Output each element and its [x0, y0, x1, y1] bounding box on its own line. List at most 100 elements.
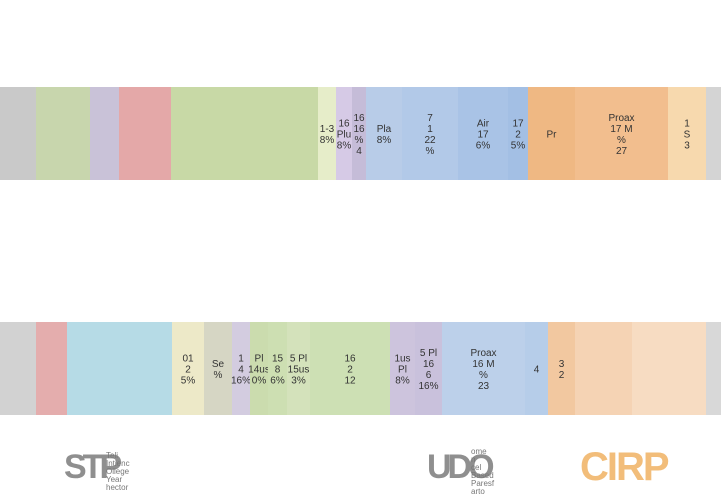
- segment-label: 6: [426, 370, 432, 381]
- segment-label: %: [617, 135, 626, 146]
- segment-label: 2: [559, 370, 565, 381]
- bar-segment: [668, 87, 706, 180]
- bar-segment: [575, 322, 632, 415]
- logo-left-text-line: Ollege: [106, 467, 130, 476]
- segment-label: 17 M: [610, 124, 632, 135]
- logo-middle: UDO ome n cel Based Paresf arto: [425, 440, 515, 500]
- segment-label: %: [479, 370, 488, 381]
- bar-segment: [250, 322, 268, 415]
- segment-label: 5%: [181, 376, 196, 387]
- segment-label: 3%: [291, 376, 306, 387]
- bar-row-1: 1-38%16Plu8%1616%4Pla8%7122%Air176%1725%…: [0, 87, 721, 180]
- bar-segment: [528, 87, 575, 180]
- bar-segment: [458, 87, 508, 180]
- segment-label: %: [426, 146, 435, 157]
- segment-label: 4: [534, 365, 540, 376]
- bar-segment: [415, 322, 442, 415]
- segment-label: Pl: [398, 365, 407, 376]
- segment-label: 16: [338, 119, 350, 130]
- bar-segment: [287, 322, 310, 415]
- segment-label: 15us: [288, 365, 310, 376]
- segment-label: 5 Pl: [420, 348, 437, 359]
- bar-segment: [706, 87, 721, 180]
- segment-label: 8%: [320, 135, 335, 146]
- segment-label: %: [355, 135, 364, 146]
- segment-label: 14us: [248, 365, 270, 376]
- segment-label: 27: [616, 146, 628, 157]
- bar-segment: [204, 322, 232, 415]
- segment-label: 01: [182, 354, 194, 365]
- segment-label: Plu: [337, 130, 351, 141]
- segment-label: 3: [684, 141, 690, 152]
- logo-left-text-line: Intienc: [106, 459, 130, 468]
- bar-segment: [90, 87, 119, 180]
- segment-label: 23: [478, 381, 490, 392]
- segment-label: 8%: [395, 376, 410, 387]
- logo-left: STP Teli Intienc Ollege Year hector: [60, 440, 150, 500]
- bar-segment: [36, 322, 67, 415]
- segment-label: 17: [512, 119, 524, 130]
- bar-segment: [172, 322, 204, 415]
- segment-label: 16%: [418, 381, 438, 392]
- segment-label: Pla: [377, 124, 392, 135]
- bar-segment: [0, 87, 36, 180]
- logo-left-mark: STP: [64, 448, 122, 486]
- segment-label: 0%: [252, 376, 267, 387]
- segment-label: 6%: [270, 376, 285, 387]
- segment-label: 12: [344, 376, 356, 387]
- segment-label: S: [684, 130, 691, 141]
- segment-label: 4: [356, 146, 362, 157]
- segment-label: 6%: [476, 141, 491, 152]
- bar-segment: [508, 87, 528, 180]
- segment-label: 1-3: [320, 124, 335, 135]
- bar-segment: [706, 322, 721, 415]
- segment-label: 16 M: [472, 359, 494, 370]
- logo-middle-text-line: n: [471, 455, 476, 464]
- segment-label: 4: [238, 365, 244, 376]
- bar-segment: [390, 322, 415, 415]
- bar-segment: [0, 322, 36, 415]
- bar-segment: [318, 87, 336, 180]
- segment-label: 1us: [394, 354, 410, 365]
- bar-segment: [119, 87, 171, 180]
- bar-segment: [548, 322, 575, 415]
- segment-label: 16: [344, 354, 356, 365]
- segment-label: 7: [427, 113, 433, 124]
- segment-label: 15: [272, 354, 284, 365]
- bar-segment: [442, 322, 525, 415]
- segment-label: Air: [477, 119, 490, 130]
- bar-segment: [575, 87, 668, 180]
- bar-segment: [36, 87, 90, 180]
- segment-label: 17: [477, 130, 489, 141]
- logo-middle-text-line: Based: [471, 471, 494, 480]
- segment-label: 2: [347, 365, 353, 376]
- segment-label: Se: [212, 359, 225, 370]
- logo-left-text-line: Teli: [106, 451, 119, 460]
- bar-segment: [525, 322, 548, 415]
- bar-segment: [67, 322, 172, 415]
- logo-left-text-line: hector: [106, 483, 129, 492]
- segment-label: Proax: [608, 113, 634, 124]
- bar-segment: [268, 322, 287, 415]
- segment-label: %: [214, 370, 223, 381]
- segment-label: 8: [275, 365, 281, 376]
- segment-label: 22: [424, 135, 436, 146]
- bar-segment: [336, 87, 352, 180]
- segment-label: 2: [515, 130, 521, 141]
- segment-label: 3: [559, 359, 565, 370]
- segment-label: 1: [684, 119, 690, 130]
- segment-label: Pr: [547, 130, 558, 141]
- segment-label: 5%: [511, 141, 526, 152]
- segment-label: 8%: [337, 141, 352, 152]
- segment-label: 1: [427, 124, 433, 135]
- segment-label: 1: [238, 354, 244, 365]
- segment-label: 5 Pl: [290, 354, 307, 365]
- logo-middle-text-line: arto: [471, 487, 485, 496]
- logo-cirp: CIRP: [580, 445, 670, 489]
- segment-label: Pl: [255, 354, 264, 365]
- bar-segment: [310, 322, 390, 415]
- bar-segment: [352, 87, 366, 180]
- segment-label: 8%: [377, 135, 392, 146]
